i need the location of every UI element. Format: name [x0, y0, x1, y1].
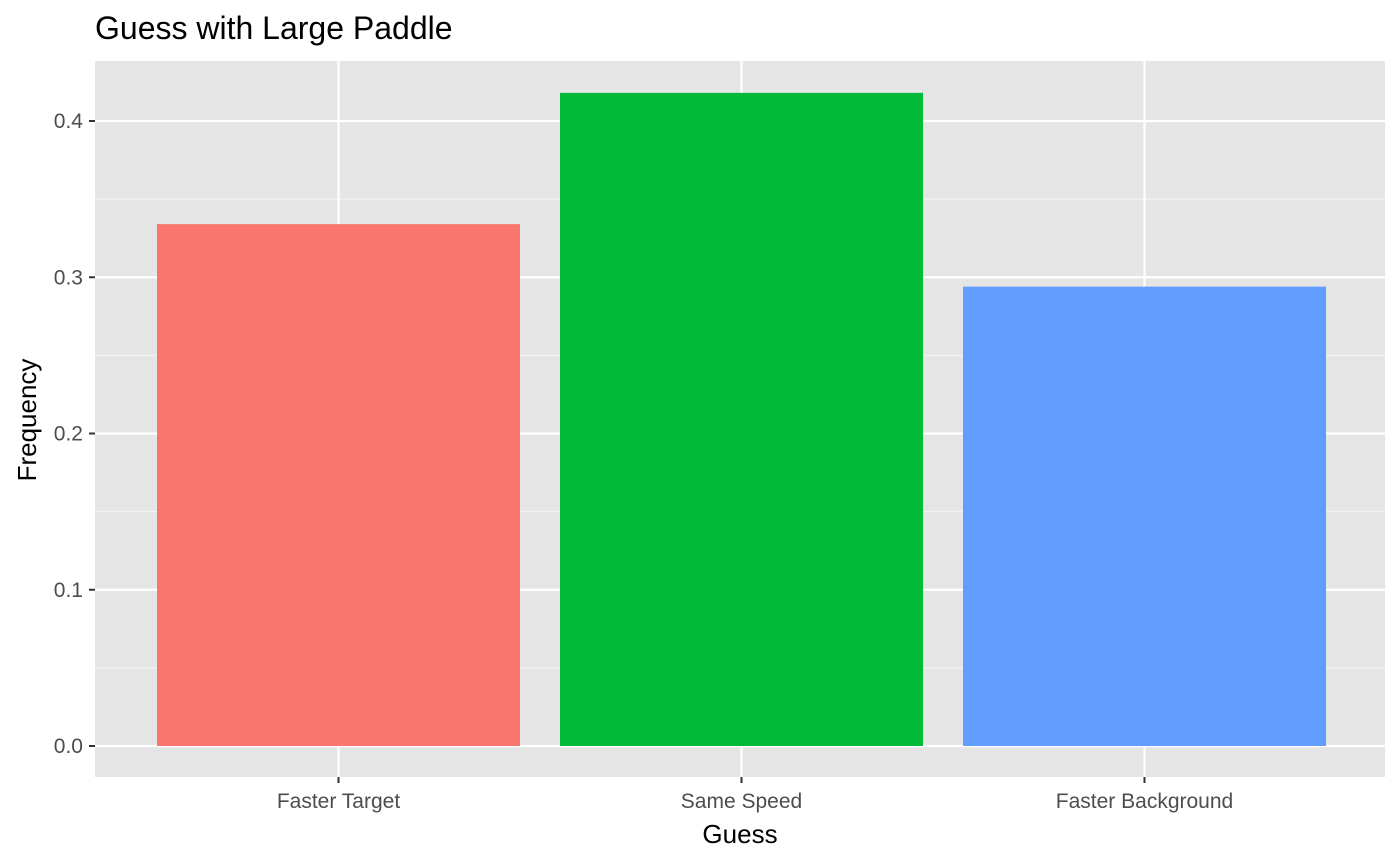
- y-tick-label: 0.0: [54, 735, 83, 758]
- y-axis: 0.0 0.1 0.2 0.3 0.4: [54, 110, 95, 758]
- y-axis-title: Frequency: [12, 359, 42, 482]
- bar-faster-background: [963, 286, 1326, 746]
- y-tick-label: 0.3: [54, 266, 83, 289]
- x-tick-label: Faster Target: [277, 790, 400, 813]
- x-axis: Faster Target Same Speed Faster Background: [277, 777, 1233, 813]
- bar-same-speed: [560, 92, 923, 746]
- y-tick-label: 0.4: [54, 110, 84, 133]
- y-tick-label: 0.2: [54, 423, 83, 446]
- bar-faster-target: [157, 224, 520, 746]
- y-tick-label: 0.1: [54, 579, 83, 602]
- x-tick-label: Faster Background: [1056, 790, 1233, 813]
- x-tick-label: Same Speed: [681, 790, 802, 813]
- bars: [157, 92, 1326, 746]
- x-axis-title: Guess: [702, 819, 777, 849]
- chart-title: Guess with Large Paddle: [95, 10, 453, 46]
